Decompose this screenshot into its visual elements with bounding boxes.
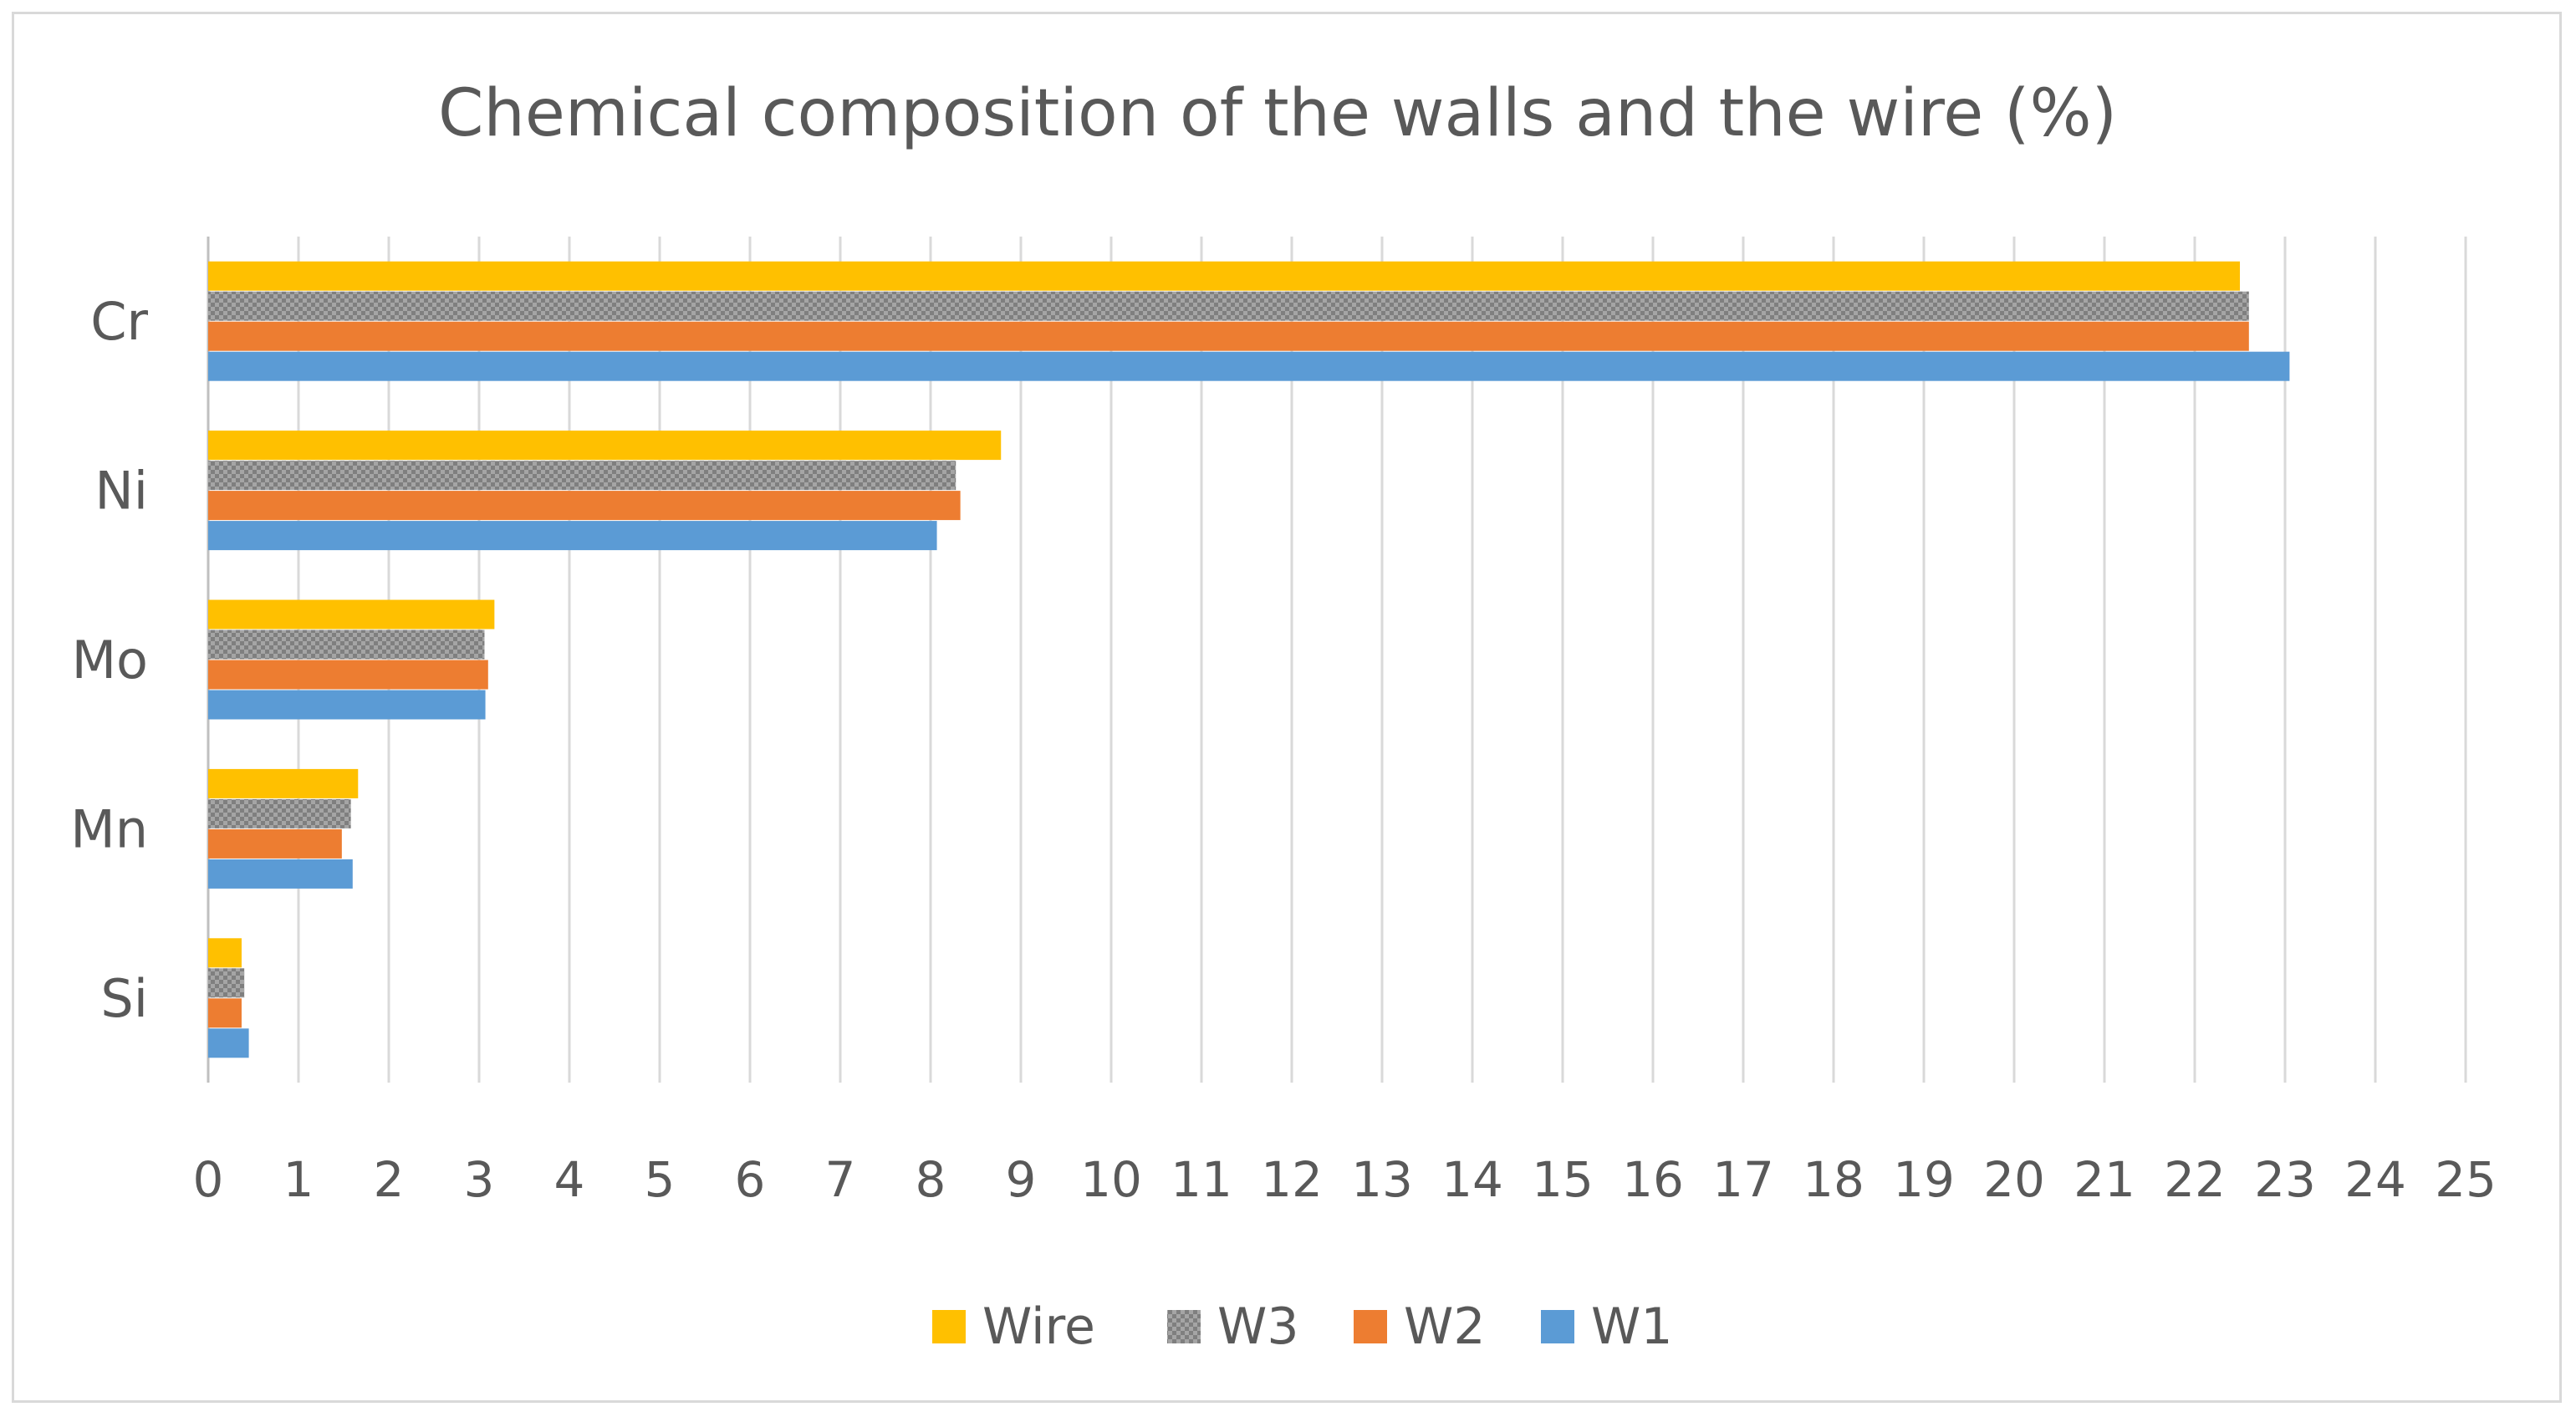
chart-canvas: Chemical composition of the walls and th… <box>70 76 2497 1356</box>
bar-mn-w3 <box>208 798 351 828</box>
bar-mo-w3 <box>208 629 485 660</box>
bar-mo-w2 <box>208 660 488 690</box>
x-tick-label-15: 15 <box>1532 1151 1594 1208</box>
bar-cr-wire <box>208 261 2240 291</box>
legend-label-w3: W3 <box>1217 1297 1299 1356</box>
x-tick-label-16: 16 <box>1622 1151 1684 1208</box>
x-tick-label-19: 19 <box>1893 1151 1955 1208</box>
legend-label-w1: W1 <box>1591 1297 1673 1356</box>
x-tick-label-10: 10 <box>1080 1151 1142 1208</box>
bar-cr-w2 <box>208 321 2249 351</box>
x-tick-label-21: 21 <box>2074 1151 2135 1208</box>
legend-swatch-wire <box>932 1310 966 1343</box>
x-axis-ticks: 0 1 2 3 4 5 6 7 8 9 10 11 12 13 14 15 16 17 18 19 20 21 22 23 24… <box>193 1151 2497 1208</box>
category-label-cr: Cr <box>90 291 148 352</box>
x-tick-label-7: 7 <box>825 1151 856 1208</box>
bar-si-wire <box>208 938 242 968</box>
bar-si-w3 <box>208 968 245 998</box>
x-tick-label-1: 1 <box>283 1151 314 1208</box>
legend-swatch-w3 <box>1167 1310 1201 1343</box>
x-tick-label-9: 9 <box>1006 1151 1037 1208</box>
legend-swatch-w1 <box>1541 1310 1574 1343</box>
x-tick-label-11: 11 <box>1171 1151 1232 1208</box>
category-label-mn: Mn <box>70 798 148 859</box>
bar-si-w2 <box>208 998 242 1028</box>
category-label-si: Si <box>100 968 148 1029</box>
x-tick-label-22: 22 <box>2164 1151 2226 1208</box>
x-tick-label-8: 8 <box>916 1151 946 1208</box>
chart-frame: Chemical composition of the walls and th… <box>12 12 2562 1403</box>
x-tick-label-23: 23 <box>2254 1151 2316 1208</box>
category-label-mo: Mo <box>72 629 148 691</box>
bar-mn-w1 <box>208 859 353 889</box>
legend: Wire W3 W2 W1 <box>932 1297 1673 1356</box>
bar-ni-wire <box>208 431 1002 461</box>
x-tick-label-6: 6 <box>735 1151 766 1208</box>
x-tick-label-25: 25 <box>2435 1151 2497 1208</box>
x-tick-label-0: 0 <box>193 1151 224 1208</box>
bar-ni-w3 <box>208 461 956 491</box>
legend-label-wire: Wire <box>982 1297 1095 1356</box>
bar-mn-w2 <box>208 828 342 859</box>
chart-title: Chemical composition of the walls and th… <box>438 76 2117 151</box>
x-tick-label-17: 17 <box>1712 1151 1774 1208</box>
bar-mo-w1 <box>208 690 486 720</box>
x-tick-label-4: 4 <box>554 1151 585 1208</box>
bar-ni-w2 <box>208 491 961 521</box>
bar-mn-wire <box>208 768 359 798</box>
x-tick-label-5: 5 <box>645 1151 676 1208</box>
bars <box>208 261 2290 1058</box>
category-label-ni: Ni <box>94 461 148 522</box>
bar-cr-w3 <box>208 291 2249 321</box>
y-axis-categories: Si Mn Mo Ni Cr <box>70 291 148 1029</box>
bar-si-w1 <box>208 1028 249 1058</box>
x-tick-label-24: 24 <box>2344 1151 2406 1208</box>
bar-ni-w1 <box>208 521 937 551</box>
legend-label-w2: W2 <box>1404 1297 1486 1356</box>
x-tick-label-20: 20 <box>1983 1151 2045 1208</box>
x-tick-label-14: 14 <box>1441 1151 1503 1208</box>
x-tick-label-3: 3 <box>464 1151 495 1208</box>
x-tick-label-18: 18 <box>1803 1151 1864 1208</box>
x-tick-label-2: 2 <box>374 1151 405 1208</box>
x-tick-label-13: 13 <box>1351 1151 1413 1208</box>
x-tick-label-12: 12 <box>1261 1151 1323 1208</box>
legend-swatch-w2 <box>1354 1310 1387 1343</box>
bar-cr-w1 <box>208 351 2290 381</box>
bar-mo-wire <box>208 599 495 629</box>
